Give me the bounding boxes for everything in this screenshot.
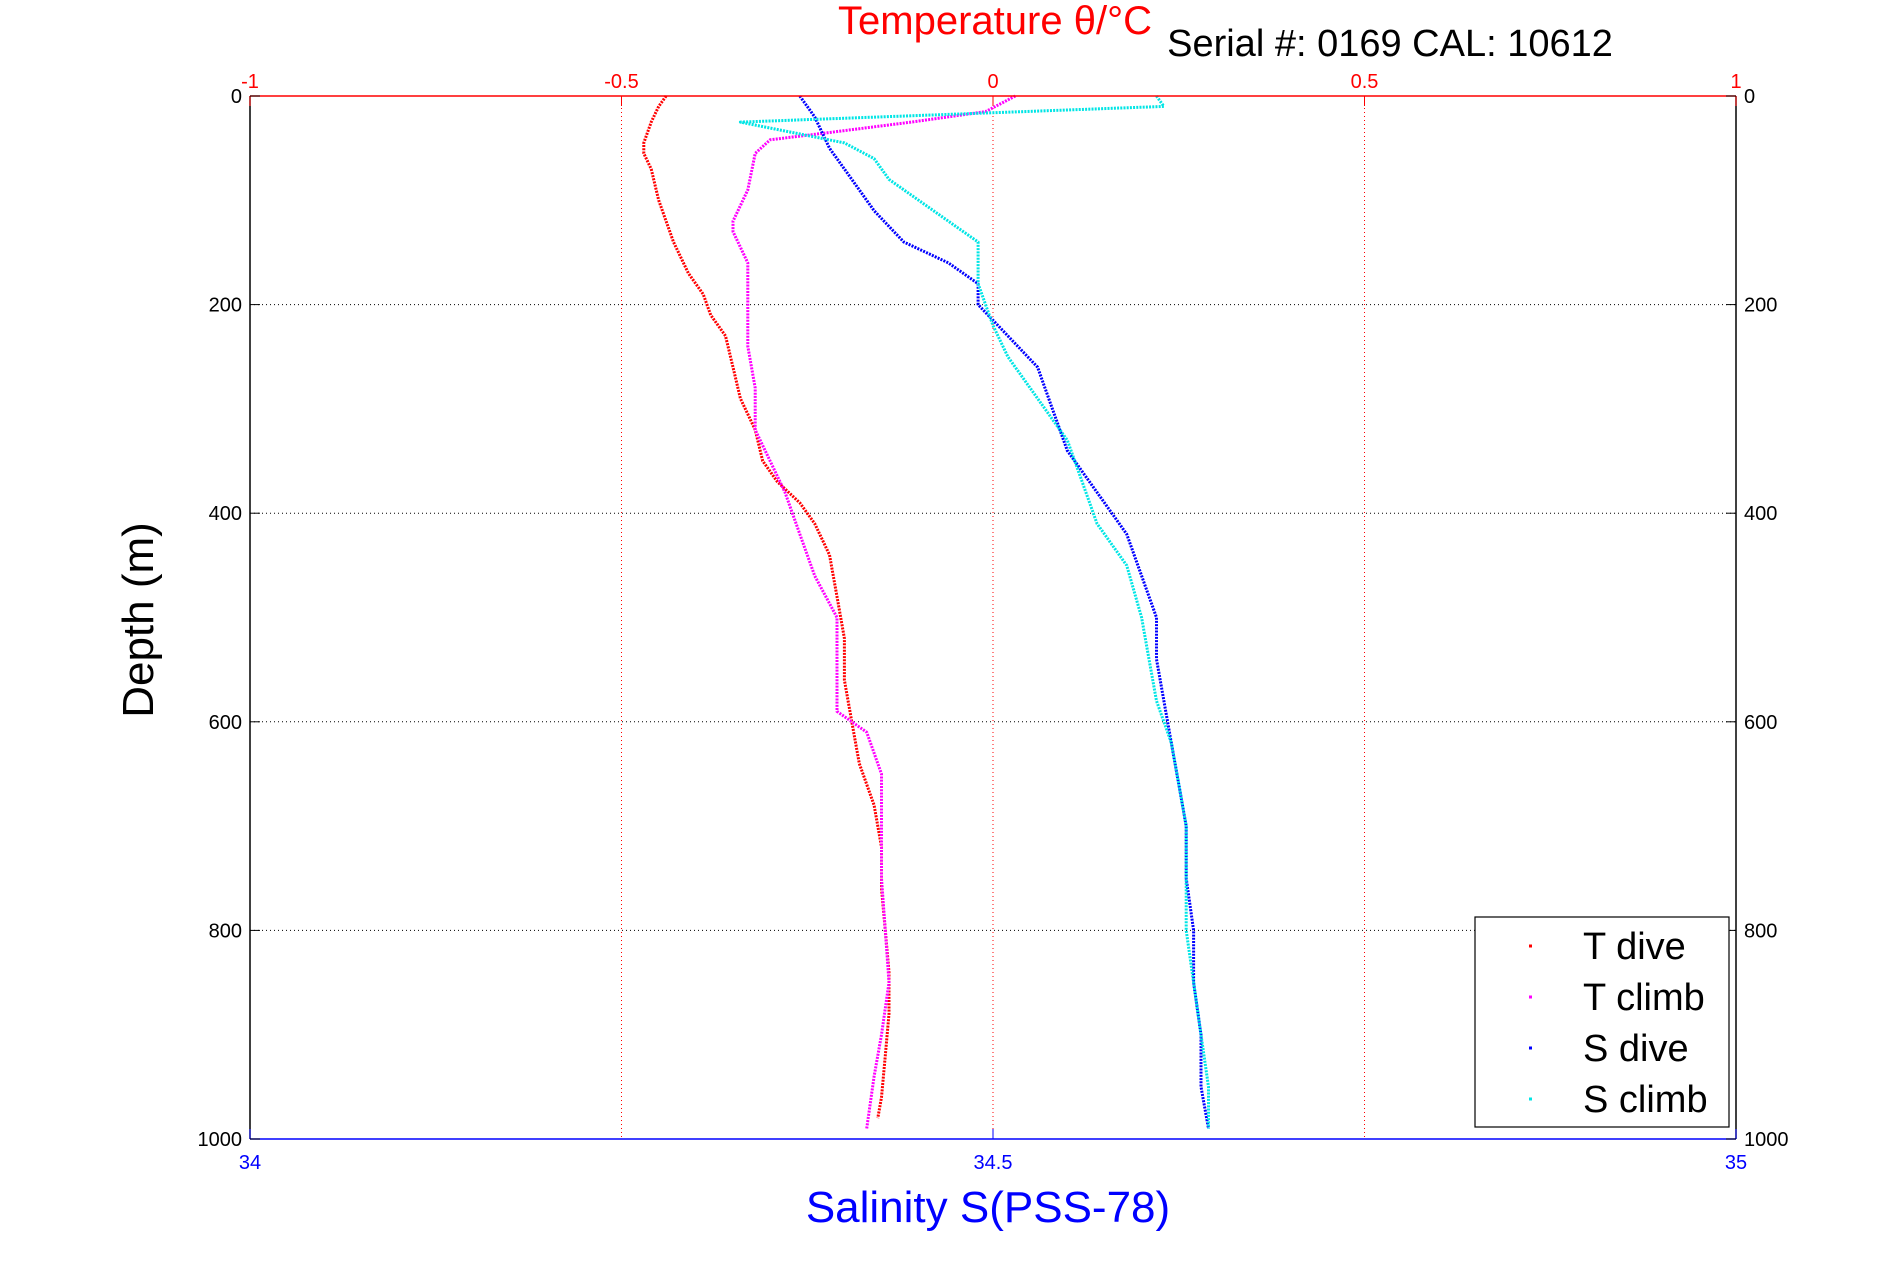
depth-axis-title: Depth (m)	[114, 522, 163, 718]
depth-tick-label-left: 400	[209, 503, 242, 525]
legend-box	[1474, 916, 1730, 1128]
temperature-tick-label: -0.5	[604, 71, 638, 93]
salinity-axis-title: Salinity S(PSS-78)	[806, 1183, 1170, 1232]
depth-tick-label-right: 1000	[1744, 1129, 1789, 1151]
series-line-t-climb	[731, 94, 1016, 1129]
series-line-s-climb	[738, 95, 1210, 1129]
legend-label: S climb	[1583, 1079, 1708, 1121]
depth-tick-label-right: 400	[1744, 503, 1777, 525]
series-line-t-dive	[642, 95, 891, 1119]
depth-tick-label-left: 1000	[198, 1129, 243, 1151]
depth-tick-label-left: 0	[231, 86, 242, 108]
legend-label: S dive	[1583, 1028, 1689, 1070]
depth-tick-label-left: 800	[209, 920, 242, 942]
depth-tick-label-right: 800	[1744, 920, 1777, 942]
legend-label: T dive	[1583, 926, 1686, 968]
temperature-axis-title: Temperature θ/°C	[838, 0, 1152, 43]
axes-layer: -1 -0.5 0 0.5 1 34 34.5 35 0 0 200 200 400 400 600 600 8…	[198, 71, 1789, 1174]
salinity-tick-label: 35	[1725, 1152, 1747, 1174]
series-layer	[642, 94, 1210, 1129]
series-line-s-dive	[798, 95, 1210, 1129]
serial-label: Serial #: 0169 CAL: 10612	[1167, 23, 1613, 65]
depth-tick-label-right: 600	[1744, 712, 1777, 734]
legend-label: T climb	[1583, 977, 1705, 1019]
salinity-tick-label: 34	[239, 1152, 261, 1174]
depth-tick-label-right: 0	[1744, 86, 1755, 108]
depth-tick-label-left: 200	[209, 295, 242, 317]
salinity-tick-label: 34.5	[974, 1152, 1013, 1174]
legend: T dive T climb S dive S climb	[1474, 916, 1730, 1128]
depth-tick-label-left: 600	[209, 712, 242, 734]
temperature-tick-label: 0.5	[1351, 71, 1379, 93]
depth-tick-label-right: 200	[1744, 295, 1777, 317]
temperature-tick-label: 0	[987, 71, 998, 93]
temperature-tick-label: 1	[1730, 71, 1741, 93]
temperature-tick-label: -1	[241, 71, 259, 93]
